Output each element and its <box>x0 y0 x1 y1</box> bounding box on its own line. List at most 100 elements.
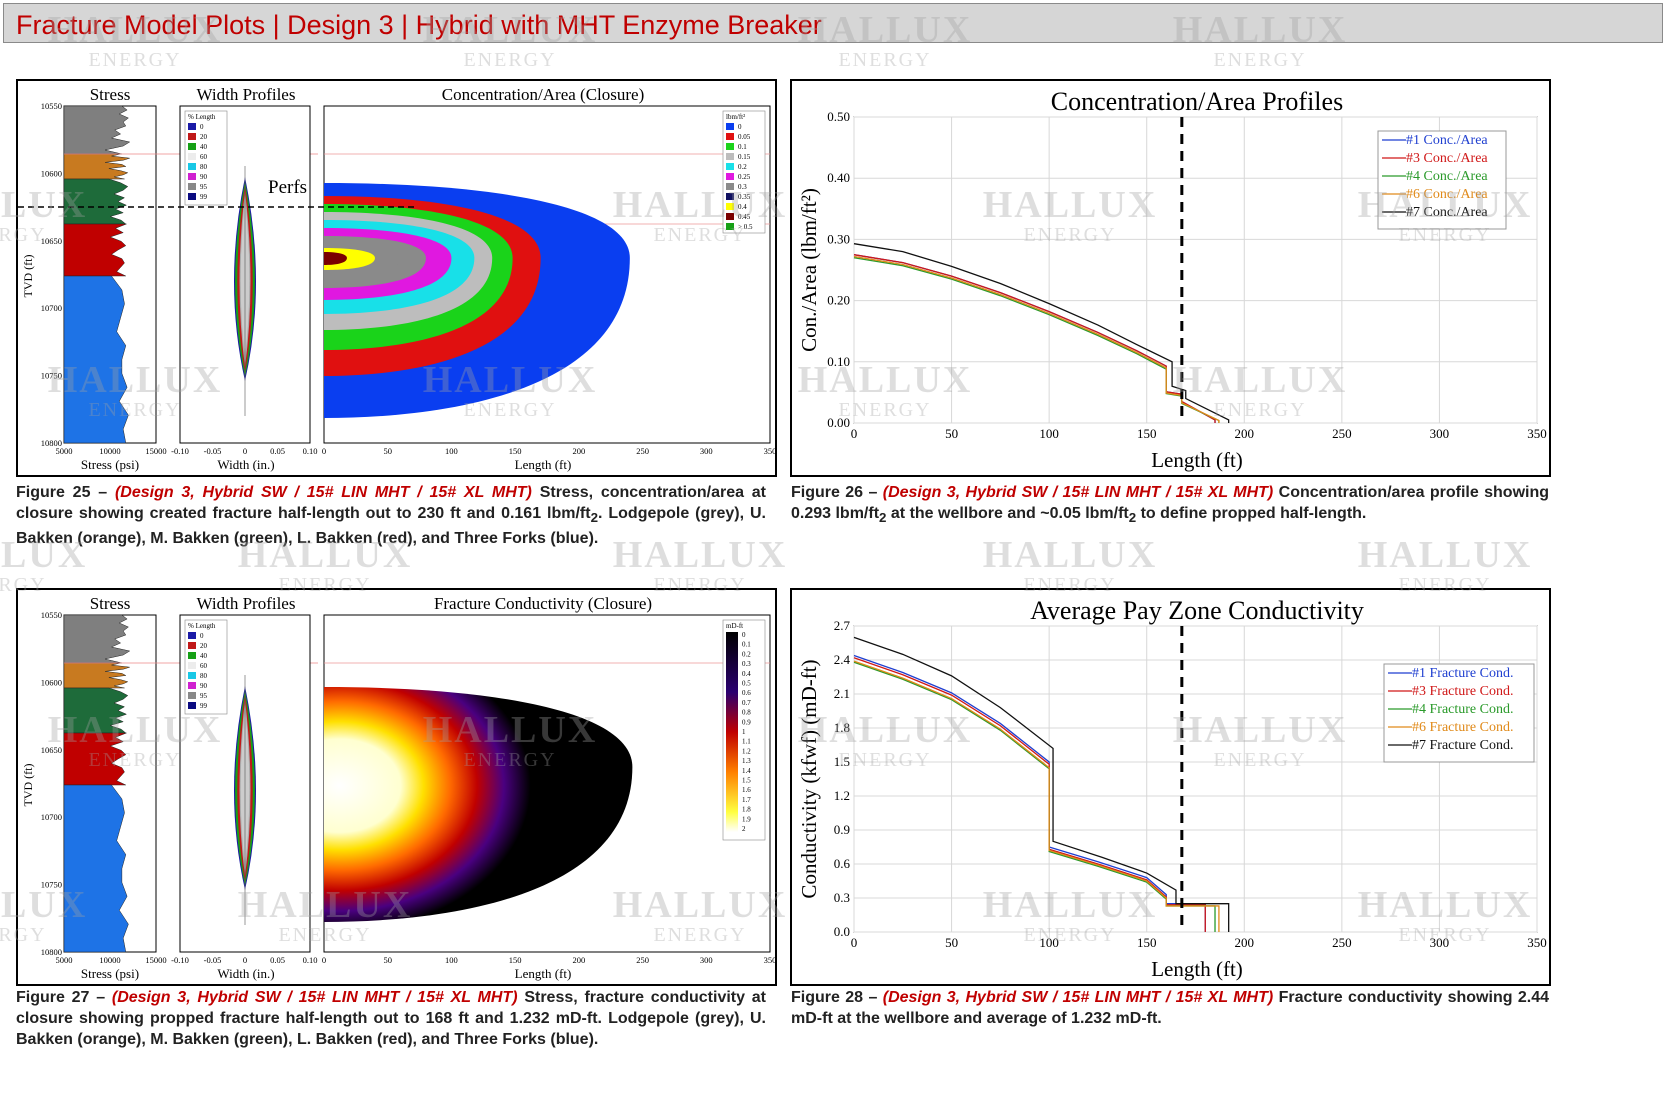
fig28-caption-label: Figure 28 – <box>791 989 878 1006</box>
width-title: Width Profiles <box>197 594 296 613</box>
fig25-stress-width-conc-plot: Stress 10550 10600 10650 10700 10750 10800 TVD … <box>18 85 776 472</box>
y-tick-label: 0.3 <box>834 890 850 905</box>
pct-legend-swatch <box>188 153 196 160</box>
width-tick-label: -0.10 <box>171 446 189 456</box>
stress-layer-4 <box>63 784 129 953</box>
pct-legend-swatch <box>188 632 196 639</box>
y-tick-label: 2.1 <box>834 686 850 701</box>
watermark-sub: ENERGY <box>838 49 932 71</box>
pct-legend-label: 99 <box>200 193 208 201</box>
conc-legend-label: 0.2 <box>738 163 747 171</box>
x-tick-label: 350 <box>1527 426 1547 441</box>
watermark-sub: ENERGY <box>88 49 182 71</box>
pct-legend-label: 90 <box>200 682 208 690</box>
pct-legend-label: 99 <box>200 702 208 710</box>
stress-layer-4 <box>63 275 129 444</box>
width-tick-label: -0.10 <box>171 955 189 965</box>
stress-layer-3 <box>63 732 127 786</box>
pct-legend-title: % Length <box>188 622 216 630</box>
chart-title: Concentration/Area Profiles <box>1051 87 1343 116</box>
fig25-caption-tail: . Lodgepole (grey), U. Bakken (orange), … <box>16 505 766 548</box>
x-axis-label: Length (ft) <box>1151 448 1243 472</box>
fig28-panel: Average Pay Zone Conductivity 0 50 100 150 20… <box>790 588 1551 986</box>
pct-legend-label: 40 <box>200 652 208 660</box>
fig28-caption-text: Fracture conductivity showing 2.44 mD-ft… <box>791 989 1550 1027</box>
conc-legend-swatch <box>726 173 734 180</box>
depth-tick-label: 10700 <box>41 303 62 313</box>
legend: #1 Fracture Cond. #3 Fracture Cond. #4 Fra… <box>1383 663 1535 763</box>
x-tick-label: 300 <box>1430 935 1450 950</box>
width-axis-label: Width (in.) <box>217 966 274 981</box>
cond-legend-label: 1.5 <box>742 777 751 785</box>
length-tick-label: 150 <box>509 955 522 965</box>
y-tick-label: 2.4 <box>834 652 851 667</box>
series-line-5 <box>853 636 1230 932</box>
legend-label: #1 Fracture Cond. <box>1412 666 1513 681</box>
series-line-4 <box>853 660 1220 932</box>
length-tick-label: 150 <box>509 446 522 456</box>
stress-layer-0 <box>63 105 131 155</box>
series-line-2 <box>853 657 1206 932</box>
conc-legend-swatch <box>726 153 734 160</box>
pct-legend-label: 0 <box>200 123 204 131</box>
length-tick-label: 50 <box>383 955 392 965</box>
x-tick-label: 100 <box>1039 426 1059 441</box>
stress-layer-2 <box>63 687 129 734</box>
conc-legend-title: lbm/ft² <box>726 113 745 121</box>
length-tick-label: 200 <box>572 955 585 965</box>
depth-tick-label: 10700 <box>41 812 62 822</box>
cond-legend-label: 0 <box>742 631 746 639</box>
pct-legend-swatch <box>188 163 196 170</box>
length-axis-label: Length (ft) <box>515 966 572 981</box>
watermark-name: HALLUX <box>982 534 1158 576</box>
conc-legend-frame <box>722 110 766 234</box>
width-axis-label: Width (in.) <box>217 457 274 472</box>
fig25-caption-design: (Design 3, Hybrid SW / 15# LIN MHT / 15#… <box>114 484 532 501</box>
tvd-axis-label: TVD (ft) <box>21 255 35 298</box>
x-tick-label: 150 <box>1137 426 1157 441</box>
stress-layer-1 <box>63 153 130 180</box>
y-tick-label: 0.0 <box>834 924 850 939</box>
fig26-caption-tail: to define propped half-length. <box>1136 505 1367 522</box>
pct-length-legend: % Length 0 20 40 60 80 90 95 99 <box>184 619 228 715</box>
width-tick-label: 0.05 <box>270 446 285 456</box>
cond-legend-label: 1 <box>742 728 746 736</box>
pct-legend-swatch <box>188 682 196 689</box>
fig26-line-chart: Concentration/Area Profiles 0 50 100 150 200 2… <box>797 87 1547 472</box>
y-tick-label: 0.30 <box>827 231 850 246</box>
conc-legend: lbm/ft² 0 0.05 0.1 0.15 0.2 0.25 0.3 0.35 0.4 0.45… <box>722 110 766 234</box>
pct-legend-label: 40 <box>200 143 208 151</box>
pct-legend-label: 80 <box>200 672 208 680</box>
cond-legend-label: 0.5 <box>742 680 751 688</box>
y-tick-label: 1.8 <box>834 720 850 735</box>
conc-legend-swatch <box>726 193 734 200</box>
fig26-caption-label: Figure 26 – <box>791 484 878 501</box>
fig28-caption: Figure 28 – (Design 3, Hybrid SW / 15# L… <box>791 987 1549 1029</box>
pct-legend-title: % Length <box>188 113 216 121</box>
perfs-label: Perfs <box>268 177 307 198</box>
depth-tick-label: 10800 <box>41 438 62 448</box>
y-axis-label: Conductivity (kfwf) (mD-ft) <box>797 659 821 898</box>
width-tick-label: 0.10 <box>303 446 318 456</box>
series-line-5 <box>853 243 1230 423</box>
fig26-caption: Figure 26 – (Design 3, Hybrid SW / 15# L… <box>791 482 1549 528</box>
fig27-caption-design: (Design 3, Hybrid SW / 15# LIN MHT / 15#… <box>111 989 518 1006</box>
legend-label: #6 Conc./Area <box>1406 187 1488 202</box>
fig26-caption-sub: 2 <box>879 510 887 526</box>
legend-label: #1 Conc./Area <box>1406 133 1488 148</box>
pct-legend-swatch <box>188 642 196 649</box>
series-line-1 <box>853 654 1206 932</box>
watermark-sub: ENERGY <box>463 49 557 71</box>
cond-legend-label: 0.4 <box>742 670 751 678</box>
legend-frame <box>1383 663 1535 763</box>
x-tick-label: 250 <box>1332 426 1352 441</box>
depth-tick-label: 10750 <box>41 371 62 381</box>
cond-legend-label: 0.3 <box>742 660 751 668</box>
pct-legend-swatch <box>188 662 196 669</box>
pct-legend-swatch <box>188 143 196 150</box>
x-tick-label: 50 <box>945 935 958 950</box>
conc-legend-label: 0.25 <box>738 173 751 181</box>
x-tick-label: 0 <box>851 935 858 950</box>
pct-legend-label: 20 <box>200 642 208 650</box>
cond-contour-body <box>324 687 633 922</box>
